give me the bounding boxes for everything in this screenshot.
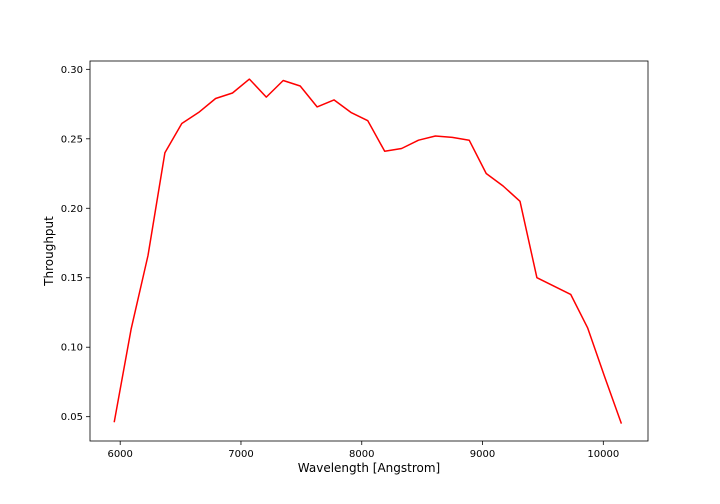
x-tick-label: 9000: [470, 449, 495, 460]
y-tick-label: 0.20: [61, 204, 83, 215]
series-layer: [113, 78, 623, 424]
y-tick-label: 0.10: [61, 343, 83, 354]
y-axis-ticks: 0.05 0.10 0.15 0.20 0.25 0.30: [61, 65, 90, 423]
x-axis-label: Wavelength [Angstrom]: [298, 461, 440, 475]
x-tick-label: 6000: [107, 449, 132, 460]
y-axis-label: Throughput: [42, 216, 56, 287]
x-tick-label: 10000: [587, 449, 619, 460]
x-tick-label: 8000: [349, 449, 374, 460]
x-tick-label: 7000: [228, 449, 253, 460]
y-tick-label: 0.05: [61, 412, 83, 423]
throughput-series-line: [113, 78, 623, 424]
y-tick-label: 0.15: [61, 273, 83, 284]
y-tick-label: 0.30: [61, 65, 83, 76]
plot-area: [89, 60, 649, 442]
y-tick-label: 0.25: [61, 134, 83, 145]
x-axis-ticks: 6000 7000 8000 9000 10000: [107, 441, 619, 460]
